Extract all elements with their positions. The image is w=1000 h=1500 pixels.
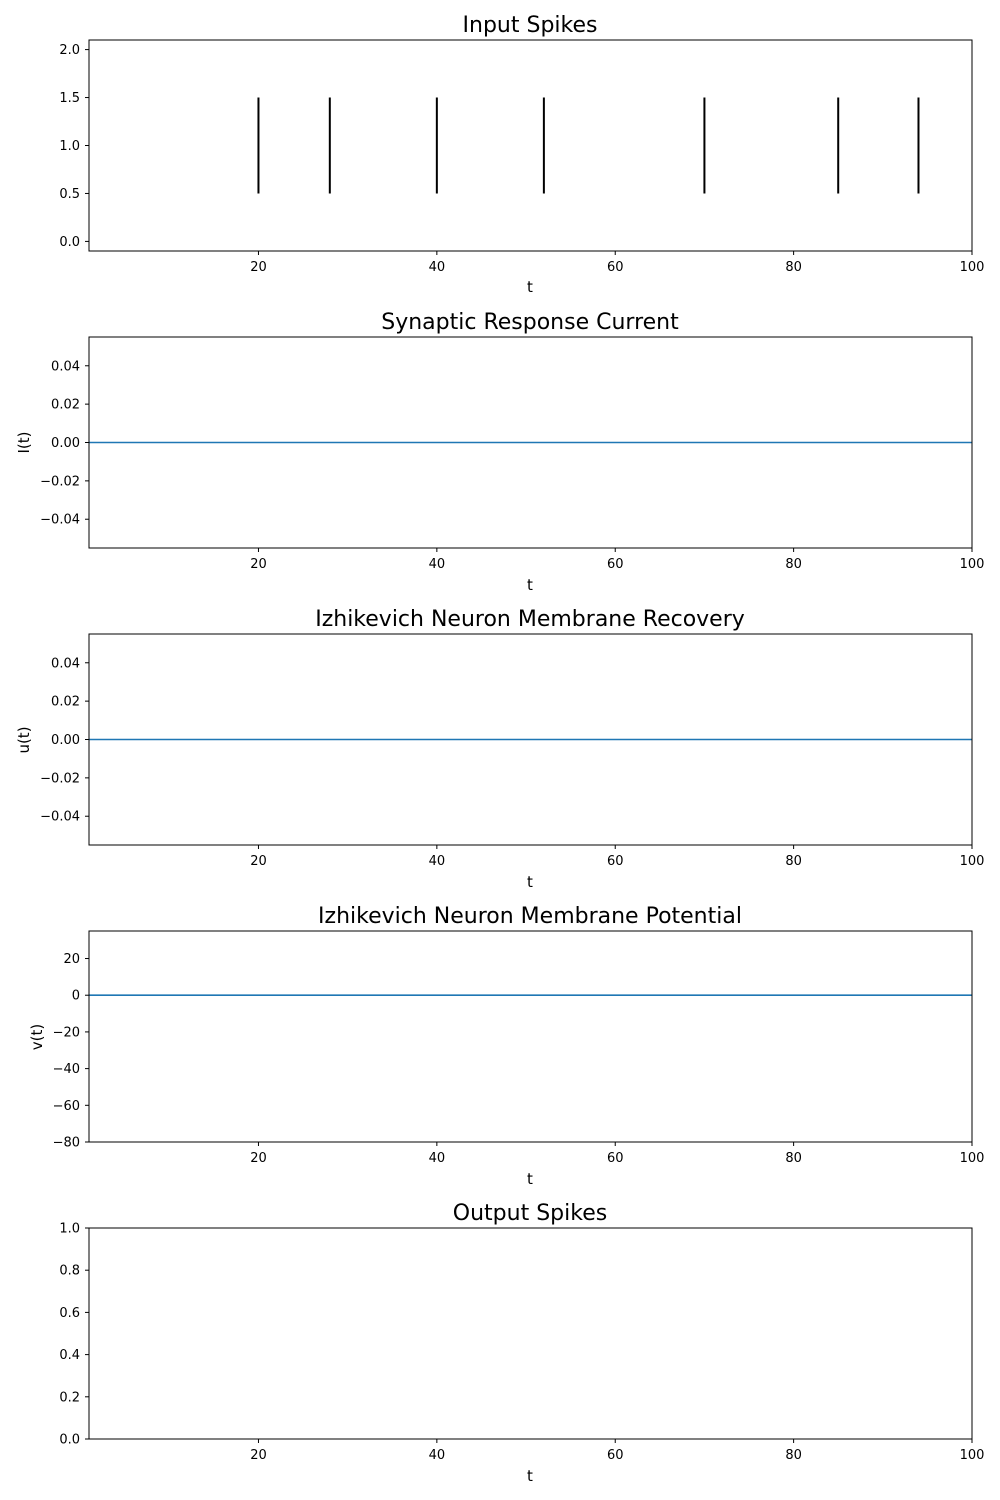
x-tick-label: 80 [785,1151,802,1166]
y-tick-label: 1.0 [59,1222,80,1237]
panel-marks: 20 40 60 80 100 0.0 0.5 1.0 1.5 2.0 [59,43,984,275]
y-tick-label: −40 [53,1062,80,1077]
y-tick-label: −20 [53,1025,80,1040]
x-tick-label: 20 [250,854,267,869]
y-tick-label: 1.5 [59,91,80,106]
y-axis-label: u(t) [15,726,33,753]
panel-title: Synaptic Response Current [381,310,679,335]
y-tick-label: 0.02 [51,398,80,413]
y-tick-label: 0.4 [59,1348,80,1363]
y-tick-label: −0.02 [40,771,80,786]
x-tick-label: 60 [607,260,624,275]
x-axis-label: t [527,1467,533,1485]
y-tick-label: 0.00 [51,436,80,451]
y-tick-label: −60 [53,1099,80,1114]
axes-frame [88,930,973,1143]
panel-input-spikes: Input Spikes 20 40 60 80 1000.00.51.01.52.0 … [59,13,984,296]
x-tick-label: 40 [429,1151,446,1166]
y-axis-label: I(t) [15,431,33,453]
axes-frame [88,633,973,846]
x-tick-label: 60 [607,557,624,572]
x-axis-label: t [527,278,533,296]
y-tick-label: 0.6 [59,1306,80,1321]
panel-synaptic-current: Synaptic Response Current 20 40 60 80 100 −0.… [15,310,984,594]
panel-marks: 20 40 60 80 100 −80 −60 −40 −20 0 20 [53,952,985,1166]
x-tick-label: 100 [960,854,985,869]
x-tick-label: 40 [429,1448,446,1463]
y-tick-label: −0.04 [40,513,80,528]
y-tick-label: 0.00 [51,733,80,748]
panel-output-spikes: Output Spikes 20 40 60 80 100 0.0 0.2 0.4 0.6 0.8… [59,1201,984,1485]
axes-frame [88,1227,973,1440]
x-tick-label: 100 [960,1151,985,1166]
y-tick-label: 1.0 [59,139,80,154]
panel-membrane-recovery: Izhikevich Neuron Membrane Recovery 20 40… [15,607,984,891]
axes-frame [88,336,973,549]
y-tick-label: 0.02 [51,695,80,710]
x-tick-label: 20 [250,260,267,275]
x-tick-label: 20 [250,557,267,572]
panel-title: Izhikevich Neuron Membrane Potential [318,904,742,929]
x-tick-label: 60 [607,1151,624,1166]
x-axis-label: t [527,1170,533,1188]
x-tick-label: 60 [607,854,624,869]
y-tick-label: −0.04 [40,810,80,825]
y-axis-label: v(t) [28,1024,46,1050]
x-axis-label: t [527,873,533,891]
x-tick-label: 40 [429,557,446,572]
y-tick-label: 0.8 [59,1264,80,1279]
y-tick-label: 0.5 [59,187,80,202]
y-tick-label: 20 [63,952,80,967]
y-tick-label: 0.04 [51,359,80,374]
panel-title: Izhikevich Neuron Membrane Recovery [315,607,745,632]
x-tick-label: 100 [960,1448,985,1463]
x-tick-label: 80 [785,854,802,869]
x-tick-label: 20 [250,1151,267,1166]
x-tick-label: 60 [607,1448,624,1463]
axes-frame [88,39,973,252]
y-tick-label: −80 [53,1136,80,1151]
y-tick-label: 0.2 [59,1390,80,1405]
panel-marks: 20 40 60 80 100 −0.04 −0.02 0.00 0.02 0.04 [40,359,984,572]
panel-membrane-potential: Izhikevich Neuron Membrane Potential 20 4… [28,904,984,1188]
panel-title: Output Spikes [453,1201,607,1226]
y-tick-label: 0.0 [59,1433,80,1448]
x-tick-label: 80 [785,557,802,572]
panel-marks: 20 40 60 80 100 −0.04 −0.02 0.00 0.02 0.04 [40,656,984,869]
x-tick-label: 100 [960,260,985,275]
y-tick-label: 0 [72,989,80,1004]
y-tick-label: 0.04 [51,656,80,671]
y-tick-label: 2.0 [59,43,80,58]
x-axis-label: t [527,576,533,594]
x-tick-label: 40 [429,260,446,275]
x-tick-label: 80 [785,260,802,275]
x-tick-label: 100 [960,557,985,572]
panel-marks: 20 40 60 80 100 0.0 0.2 0.4 0.6 0.8 1.0 [59,1222,984,1464]
y-tick-label: −0.02 [40,474,80,489]
x-tick-label: 20 [250,1448,267,1463]
x-tick-label: 80 [785,1448,802,1463]
x-tick-label: 40 [429,854,446,869]
panel-title: Input Spikes [463,13,598,38]
y-tick-label: 0.0 [59,235,80,250]
